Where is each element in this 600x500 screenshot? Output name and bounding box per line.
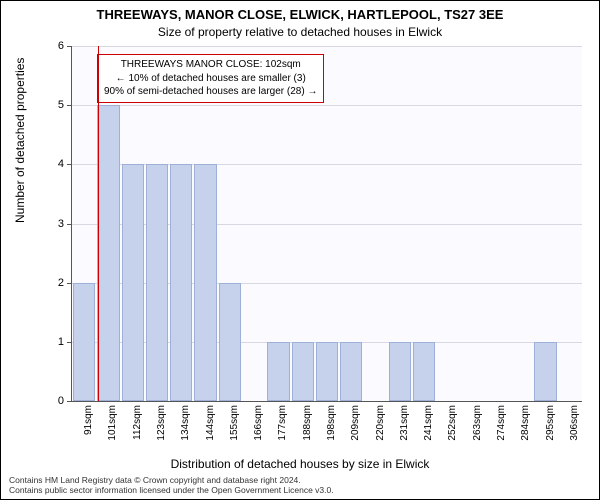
y-tick-label: 3 [34, 218, 64, 230]
x-tick-label: 155sqm [229, 405, 240, 455]
x-tick-label: 209sqm [350, 405, 361, 455]
x-tick-label: 241sqm [423, 405, 434, 455]
x-tick-label: 220sqm [375, 405, 386, 455]
x-tick-label: 231sqm [399, 405, 410, 455]
bar [194, 164, 216, 401]
annotation-box: THREEWAYS MANOR CLOSE: 102sqm ← 10% of d… [97, 54, 324, 103]
gridline [72, 46, 582, 47]
annotation-line: 90% of semi-detached houses are larger (… [104, 85, 317, 99]
x-tick-label: 91sqm [83, 405, 94, 455]
bar [73, 283, 95, 401]
bar [267, 342, 289, 401]
x-tick-label: 198sqm [326, 405, 337, 455]
chart-title-main: THREEWAYS, MANOR CLOSE, ELWICK, HARTLEPO… [1, 7, 599, 22]
x-tick-label: 166sqm [253, 405, 264, 455]
y-tick-label: 5 [34, 99, 64, 111]
bar [219, 283, 241, 401]
x-tick-label: 306sqm [569, 405, 580, 455]
y-tick-label: 6 [34, 40, 64, 52]
bar [340, 342, 362, 401]
footer-text: Contains HM Land Registry data © Crown c… [9, 475, 334, 495]
y-tick-label: 0 [34, 395, 64, 407]
annotation-line: THREEWAYS MANOR CLOSE: 102sqm [104, 58, 317, 72]
x-tick-label: 177sqm [277, 405, 288, 455]
bar [413, 342, 435, 401]
y-tick-label: 1 [34, 336, 64, 348]
y-tick-mark [67, 401, 71, 402]
chart-title-sub: Size of property relative to detached ho… [1, 25, 599, 39]
y-tick-label: 2 [34, 277, 64, 289]
x-tick-label: 274sqm [496, 405, 507, 455]
x-tick-label: 101sqm [107, 405, 118, 455]
x-tick-label: 112sqm [132, 405, 143, 455]
y-tick-label: 4 [34, 158, 64, 170]
footer-line: Contains HM Land Registry data © Crown c… [9, 475, 334, 485]
y-axis-label: Number of detached properties [13, 58, 27, 223]
bar [170, 164, 192, 401]
bar [97, 105, 119, 401]
x-tick-label: 144sqm [205, 405, 216, 455]
bar [146, 164, 168, 401]
bar [534, 342, 556, 401]
y-tick-mark [67, 105, 71, 106]
y-tick-mark [67, 164, 71, 165]
annotation-line: ← 10% of detached houses are smaller (3) [104, 72, 317, 86]
x-tick-label: 252sqm [447, 405, 458, 455]
bar [122, 164, 144, 401]
x-axis-label: Distribution of detached houses by size … [1, 457, 599, 471]
x-tick-label: 188sqm [302, 405, 313, 455]
footer-line: Contains public sector information licen… [9, 485, 334, 495]
y-tick-mark [67, 283, 71, 284]
x-tick-label: 123sqm [156, 405, 167, 455]
bar [292, 342, 314, 401]
x-tick-label: 284sqm [520, 405, 531, 455]
y-tick-mark [67, 224, 71, 225]
chart-container: THREEWAYS, MANOR CLOSE, ELWICK, HARTLEPO… [0, 0, 600, 500]
y-tick-mark [67, 46, 71, 47]
x-tick-label: 263sqm [472, 405, 483, 455]
bar [389, 342, 411, 401]
x-tick-label: 134sqm [180, 405, 191, 455]
gridline [72, 105, 582, 106]
highlight-line [98, 46, 99, 401]
bar [316, 342, 338, 401]
plot-area: THREEWAYS MANOR CLOSE: 102sqm ← 10% of d… [71, 46, 582, 402]
x-tick-label: 295sqm [545, 405, 556, 455]
y-tick-mark [67, 342, 71, 343]
